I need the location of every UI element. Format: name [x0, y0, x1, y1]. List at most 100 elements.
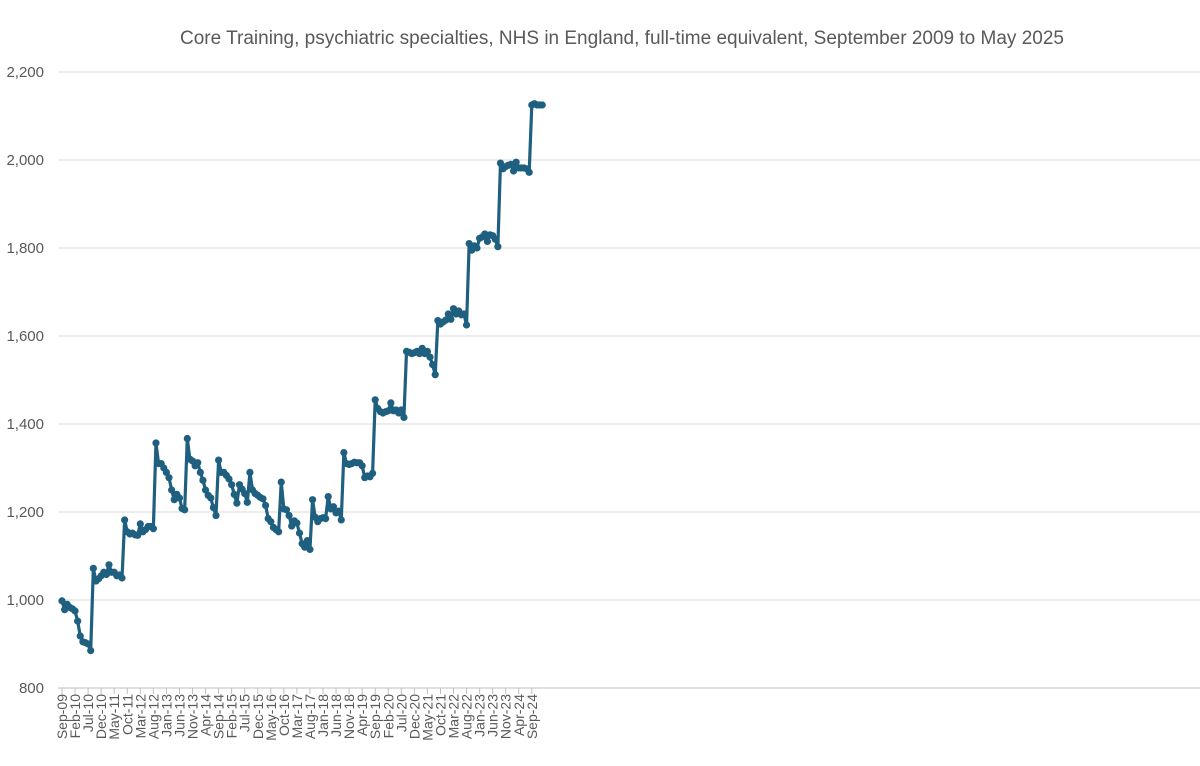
data-points: [58, 100, 546, 655]
data-point: [76, 632, 84, 640]
data-point: [429, 361, 437, 369]
y-tick-label: 1,800: [6, 240, 44, 257]
x-tick-label: Dec-10: [93, 694, 109, 739]
x-tick-label: Jan-18: [315, 694, 331, 737]
x-tick-label: Dec-20: [406, 694, 422, 739]
x-tick-label: Aug-22: [459, 694, 475, 739]
x-tick-label: May-16: [263, 694, 279, 741]
data-point: [149, 525, 157, 533]
x-axis-tick-marks: [61, 688, 533, 694]
data-point: [384, 407, 392, 415]
x-tick-label: Jul-10: [80, 694, 96, 732]
x-tick-label: Nov-18: [341, 694, 357, 739]
data-point: [494, 243, 502, 251]
y-tick-label: 800: [19, 680, 44, 697]
data-point: [303, 537, 311, 545]
chart-title: Core Training, psychiatric specialties, …: [180, 28, 1064, 49]
x-tick-label: Dec-15: [250, 694, 266, 739]
data-point: [105, 561, 113, 569]
data-point: [225, 475, 233, 483]
x-tick-label: Apr-19: [354, 694, 370, 736]
data-point: [329, 503, 338, 511]
y-tick-label: 1,200: [6, 504, 44, 521]
x-tick-label: Oct-11: [119, 694, 135, 735]
data-point: [496, 159, 505, 167]
data-point: [371, 396, 379, 404]
data-point: [134, 531, 142, 539]
x-tick-label: Nov-23: [498, 694, 514, 739]
data-point: [335, 507, 343, 515]
data-point: [368, 469, 377, 477]
data-point: [84, 640, 92, 648]
data-point: [89, 564, 97, 572]
x-tick-label: Jul-15: [237, 694, 253, 732]
x-tick-label: Jul-20: [393, 694, 409, 732]
x-tick-label: Jun-13: [171, 694, 187, 737]
data-point: [259, 495, 267, 503]
y-tick-label: 2,000: [6, 152, 44, 169]
data-point: [306, 545, 314, 554]
x-tick-label: Aug-17: [302, 694, 318, 739]
data-point: [168, 486, 176, 494]
data-point: [196, 468, 204, 476]
x-axis-tick-labels: Sep-09Feb-10Jul-10Dec-10May-11Oct-11Mar-…: [54, 694, 540, 741]
data-point: [426, 353, 434, 361]
data-point: [243, 498, 251, 506]
x-tick-label: Oct-21: [432, 694, 448, 736]
data-point: [275, 528, 283, 536]
data-point: [293, 519, 301, 527]
data-point: [324, 493, 332, 501]
data-point: [277, 478, 285, 486]
data-point: [512, 158, 520, 166]
x-tick-label: Apr-24: [511, 694, 527, 736]
data-point: [322, 515, 330, 523]
data-point: [152, 439, 160, 447]
data-point: [483, 237, 492, 245]
gridlines: [58, 71, 1200, 601]
data-point: [337, 516, 345, 524]
x-tick-label: Feb-15: [224, 694, 240, 739]
data-point: [460, 310, 468, 318]
data-point: [121, 516, 129, 524]
data-point: [175, 494, 184, 502]
y-tick-label: 1,600: [6, 328, 44, 345]
data-point: [233, 499, 241, 507]
data-point: [295, 529, 304, 537]
data-point: [491, 235, 499, 243]
y-tick-label: 1,400: [6, 416, 44, 433]
x-tick-label: May-21: [419, 694, 435, 741]
data-point: [212, 511, 220, 520]
x-tick-label: Feb-10: [67, 694, 83, 739]
data-point: [209, 504, 217, 512]
x-tick-label: Sep-14: [211, 694, 227, 739]
data-point: [387, 399, 395, 407]
data-point: [183, 434, 191, 443]
data-point: [285, 511, 293, 520]
data-point: [181, 506, 189, 514]
data-point: [194, 459, 202, 467]
data-point: [525, 168, 533, 176]
data-point: [207, 494, 215, 502]
data-point: [241, 489, 249, 498]
data-point: [58, 597, 66, 605]
x-tick-label: Mar-22: [446, 694, 462, 739]
data-point: [246, 468, 254, 476]
x-tick-label: Jun-18: [328, 694, 344, 737]
x-tick-label: May-11: [106, 694, 122, 740]
y-axis-tick-labels: 800 1,000 1,200 1,400 1,600 1,800 2,000 2,200: [6, 64, 44, 697]
data-point: [87, 647, 95, 655]
x-tick-label: Nov-13: [185, 694, 201, 739]
data-point: [431, 371, 439, 379]
data-point: [462, 321, 471, 329]
y-tick-label: 2,200: [6, 64, 44, 81]
data-point: [261, 501, 270, 509]
x-tick-label: Aug-12: [145, 694, 161, 739]
data-point: [308, 496, 317, 504]
data-point: [538, 101, 546, 109]
data-point: [118, 574, 126, 582]
data-point: [165, 474, 173, 482]
data-point: [509, 167, 518, 175]
series-line: [60, 102, 544, 653]
x-tick-label: Feb-20: [380, 694, 396, 739]
